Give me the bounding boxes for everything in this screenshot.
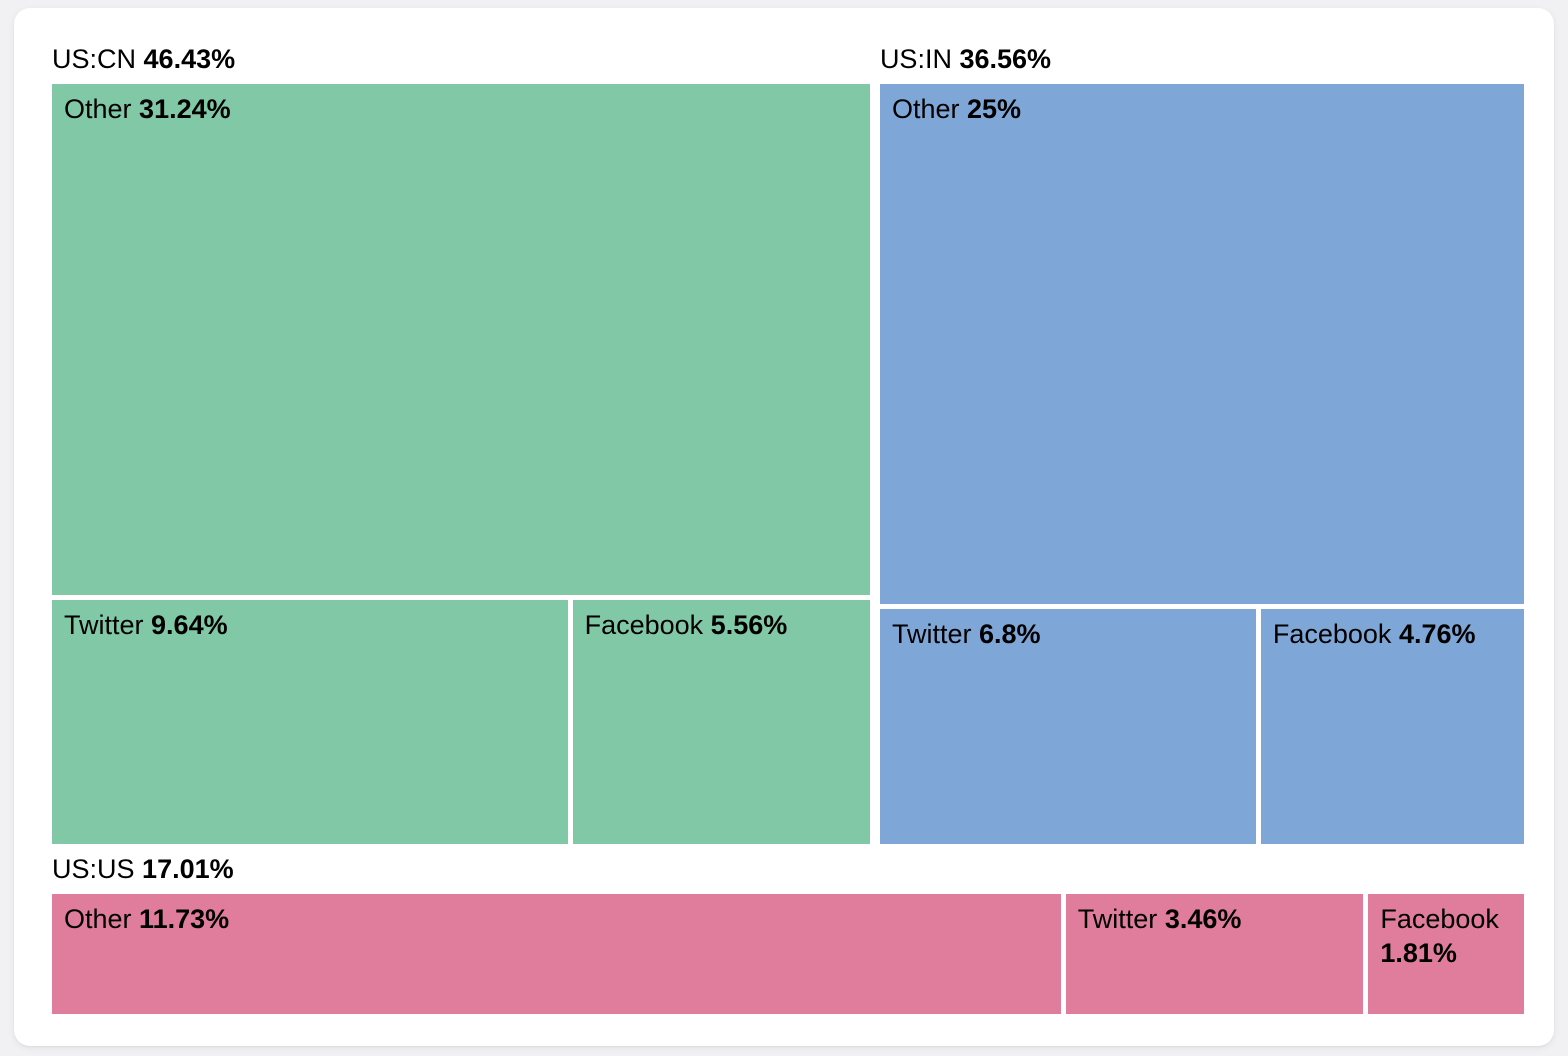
- group-header-us-in: US:IN 36.56%: [880, 42, 1524, 76]
- cell-value: 1.81%: [1380, 938, 1457, 968]
- cell-value: 6.8%: [978, 618, 1041, 649]
- treemap-cell-us-cn-twitter[interactable]: Twitter 9.64%: [52, 600, 568, 844]
- cell-label: Facebook 1.81%: [1368, 894, 1524, 978]
- cell-label: Other 25%: [880, 84, 1524, 134]
- cell-label: Twitter 9.64%: [52, 600, 568, 650]
- group-value: 17.01%: [142, 854, 234, 884]
- treemap-cell-us-us-twitter[interactable]: Twitter 3.46%: [1065, 894, 1364, 1014]
- cell-label: Twitter 3.46%: [1066, 894, 1364, 944]
- cell-value: 5.56%: [710, 610, 788, 641]
- cell-value: 11.73%: [139, 904, 230, 934]
- treemap-cell-us-in-facebook[interactable]: Facebook 4.76%: [1260, 608, 1524, 844]
- group-label: US:CN: [52, 44, 137, 74]
- treemap-group-us-cn: US:CN 46.43% Other 31.24% Twitter 9.64% Fac…: [52, 42, 870, 844]
- group-header-us-us: US:US 17.01%: [52, 852, 1524, 886]
- cell-label: Facebook 5.56%: [573, 600, 870, 650]
- cell-value: 31.24%: [139, 94, 231, 124]
- group-body: Other 11.73% Twitter 3.46% Facebook 1.81%: [52, 894, 1524, 1014]
- group-sub-row: Twitter 6.8% Facebook 4.76%: [879, 608, 1524, 844]
- group-sub-row: Twitter 9.64% Facebook 5.56%: [52, 600, 870, 844]
- group-label: US:US: [52, 854, 135, 884]
- cell-label: Twitter 6.8%: [880, 609, 1256, 659]
- cell-value: 25%: [966, 94, 1022, 124]
- treemap-group-us-us: US:US 17.01% Other 11.73% Twitter 3.46% Fac…: [52, 852, 1524, 1014]
- cell-name: Facebook: [1272, 618, 1392, 649]
- treemap-cell-us-cn-other[interactable]: Other 31.24%: [52, 84, 870, 596]
- cell-value: 9.64%: [151, 610, 228, 641]
- treemap-top-row: US:CN 46.43% Other 31.24% Twitter 9.64% Fac…: [52, 42, 1524, 844]
- cell-value: 3.46%: [1164, 904, 1242, 934]
- treemap-cell-us-cn-facebook[interactable]: Facebook 5.56%: [572, 600, 870, 844]
- treemap-cell-us-in-twitter[interactable]: Twitter 6.8%: [879, 608, 1256, 844]
- cell-label: Other 11.73%: [52, 894, 1061, 944]
- cell-name: Other: [64, 904, 132, 934]
- treemap-group-us-in: US:IN 36.56% Other 25% Twitter 6.8% Faceboo…: [879, 42, 1524, 844]
- treemap-cell-us-us-other[interactable]: Other 11.73%: [52, 894, 1061, 1014]
- cell-name: Other: [891, 94, 960, 124]
- treemap-bottom-row: US:US 17.01% Other 11.73% Twitter 3.46% Fac…: [52, 852, 1524, 1014]
- group-label: US:IN: [879, 44, 952, 74]
- group-header-us-cn: US:CN 46.43%: [52, 42, 870, 76]
- group-body: Other 25% Twitter 6.8% Facebook 4.76%: [879, 84, 1524, 844]
- cell-name: Twitter: [1077, 904, 1158, 934]
- treemap: US:CN 46.43% Other 31.24% Twitter 9.64% Fac…: [52, 42, 1524, 1014]
- cell-name: Other: [64, 94, 132, 124]
- cell-name: Twitter: [891, 618, 972, 649]
- cell-name: Twitter: [64, 610, 144, 641]
- cell-name: Facebook: [1380, 904, 1499, 934]
- cell-label: Facebook 4.76%: [1261, 609, 1524, 659]
- group-value: 36.56%: [959, 44, 1052, 74]
- cell-label: Other 31.24%: [52, 84, 870, 134]
- treemap-cell-us-in-other[interactable]: Other 25%: [879, 84, 1524, 604]
- cell-name: Facebook: [584, 610, 704, 641]
- chart-card: US:CN 46.43% Other 31.24% Twitter 9.64% Fac…: [14, 8, 1554, 1046]
- group-value: 46.43%: [143, 44, 236, 74]
- cell-value: 4.76%: [1398, 618, 1476, 649]
- group-body: Other 31.24% Twitter 9.64% Facebook 5.56%: [52, 84, 870, 844]
- treemap-cell-us-us-facebook[interactable]: Facebook 1.81%: [1368, 894, 1524, 1014]
